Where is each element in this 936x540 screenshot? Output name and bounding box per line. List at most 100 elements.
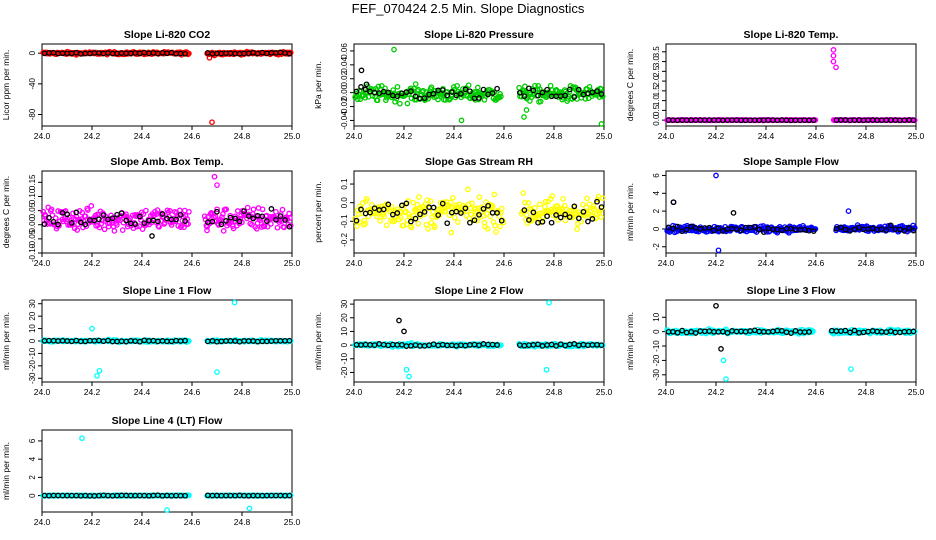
data-point	[385, 201, 392, 208]
outlier-point	[94, 372, 100, 379]
reference-points	[353, 198, 605, 227]
data-point	[435, 212, 442, 218]
x-tick-label: 25.0	[284, 387, 301, 397]
outlier-point	[720, 357, 727, 364]
data-point	[109, 215, 116, 222]
series-points	[664, 172, 918, 254]
data-point	[493, 228, 499, 235]
data-point	[571, 94, 578, 100]
outlier-point	[543, 366, 550, 373]
y-tick-label: 0.04	[340, 57, 349, 73]
data-point	[74, 227, 81, 233]
data-point	[49, 212, 56, 219]
plot-frame	[353, 43, 605, 127]
outlier-point	[214, 182, 220, 188]
x-tick-label: 24.2	[84, 517, 101, 527]
data-point	[455, 219, 461, 225]
data-point	[498, 217, 505, 224]
outlier-point	[830, 47, 837, 53]
series-points	[664, 47, 918, 124]
data-point	[234, 208, 241, 214]
x-tick-label: 25.0	[908, 387, 925, 397]
reference-points	[353, 67, 605, 102]
data-point	[447, 95, 454, 102]
y-tick-label: 0.06	[340, 43, 349, 59]
data-point	[594, 198, 600, 205]
outlier-point	[458, 117, 465, 124]
outlier-point	[830, 52, 837, 59]
panel-line1: Slope Line 1 Flow ml/min per min. -30-20-1…	[1, 285, 301, 397]
data-point	[394, 93, 401, 100]
y-tick-label: -20	[652, 354, 661, 366]
outlier-point	[830, 58, 837, 65]
data-point	[421, 209, 428, 215]
outlier-point	[845, 208, 852, 214]
data-point	[738, 227, 744, 234]
x-tick-label: 24.0	[34, 387, 51, 397]
x-tick-label: 24.8	[546, 131, 563, 141]
x-tick-label: 25.0	[908, 131, 925, 141]
data-point	[408, 88, 414, 95]
plot-frame	[41, 170, 293, 254]
y-tick-label: 20	[28, 311, 37, 320]
data-point	[521, 93, 528, 100]
data-point	[250, 206, 257, 213]
data-point	[100, 212, 107, 218]
outlier-point	[848, 366, 854, 372]
panel-co2: Slope Li-820 CO2 Licor ppm per min. 0 -40 -8…	[1, 29, 301, 141]
y-tick-label: -30	[652, 368, 661, 380]
y-tick-label: -20	[340, 366, 349, 378]
data-point	[520, 190, 527, 196]
data-point	[469, 200, 475, 207]
data-point	[480, 86, 487, 93]
x-tick-label: 24.8	[234, 131, 251, 141]
data-point	[498, 93, 504, 100]
data-point	[391, 218, 398, 225]
reference-points	[41, 337, 293, 345]
y-tick-label: 30	[28, 299, 37, 308]
data-point	[70, 210, 76, 217]
data-point	[408, 218, 414, 225]
x-tick-label: 24.4	[134, 131, 151, 141]
data-point	[402, 208, 409, 215]
data-point	[385, 89, 392, 96]
x-tick-label: 24.2	[396, 258, 413, 268]
data-point	[679, 327, 685, 334]
plot-frame	[665, 299, 917, 383]
data-point	[492, 222, 498, 229]
x-tick-label: 24.2	[396, 387, 413, 397]
data-point	[462, 205, 469, 212]
outlier-point	[96, 367, 103, 374]
data-point	[159, 211, 166, 217]
panel-temp: Slope Li-820 Temp. degrees C per min. 0.00…	[625, 29, 925, 141]
data-point	[442, 208, 449, 215]
x-tick-label: 24.8	[234, 258, 251, 268]
data-point	[50, 218, 57, 225]
data-point	[415, 220, 422, 227]
data-point	[421, 95, 428, 102]
data-point	[73, 209, 80, 216]
data-point	[355, 211, 362, 217]
data-point	[838, 224, 844, 231]
data-point	[250, 215, 257, 222]
data-point	[591, 206, 598, 213]
panel-sample: Slope Sample Flow ml/min per min. -2 0 2 4 6 24…	[625, 156, 925, 268]
data-point	[598, 214, 604, 220]
y-tick-label: 0	[28, 50, 37, 55]
data-point	[408, 224, 415, 231]
x-tick-label: 24.4	[134, 517, 151, 527]
data-point	[598, 342, 605, 349]
data-point	[498, 205, 505, 212]
y-tick-label: -0.10	[28, 243, 37, 262]
data-point	[358, 206, 364, 213]
outlier-point	[396, 317, 402, 324]
data-point	[465, 82, 472, 89]
data-point	[412, 215, 419, 222]
data-point	[494, 342, 500, 348]
y-tick-label: -10	[652, 340, 661, 352]
y-tick-label: 2	[28, 475, 37, 480]
data-point	[448, 229, 455, 236]
x-tick-label: 24.8	[858, 258, 875, 268]
data-point	[96, 216, 102, 223]
